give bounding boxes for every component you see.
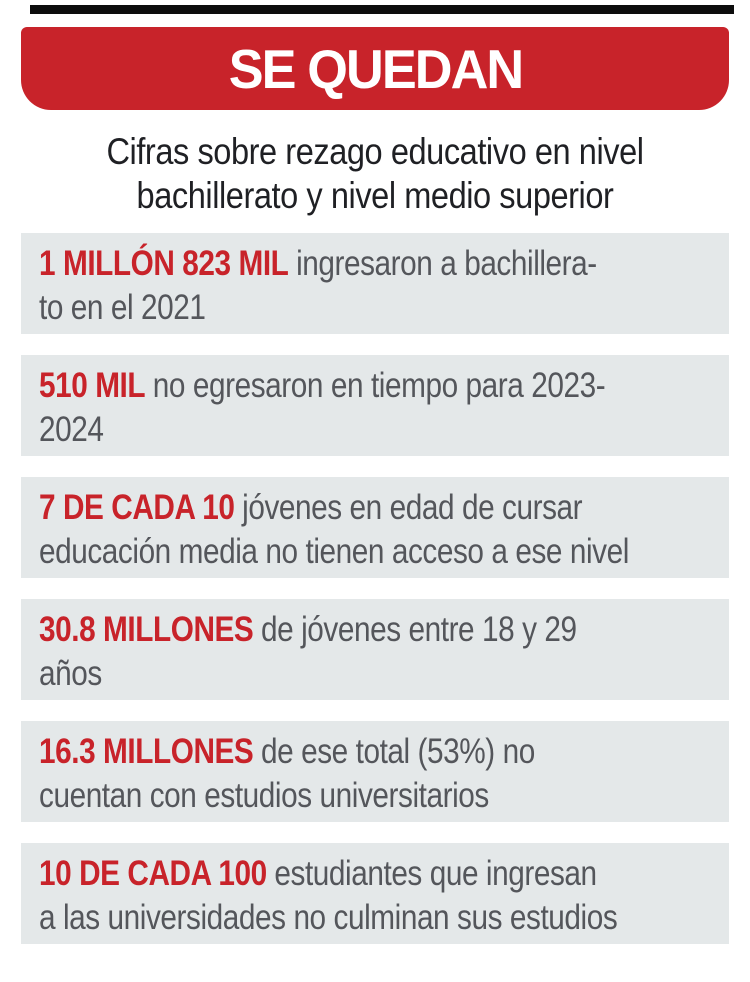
stat-line1-rest: ingresaron a bachillera- <box>296 244 597 283</box>
stat-highlight: 7 DE CADA 10 <box>39 488 235 527</box>
stat-text: 10 DE CADA 100 estudiantes que ingresan a… <box>39 852 618 940</box>
stat-line2: 2024 <box>39 410 104 449</box>
stat-row: 1 MILLÓN 823 MIL ingresaron a bachillera-… <box>21 233 729 334</box>
stat-line2: años <box>39 654 102 693</box>
subtitle-line-1: Cifras sobre rezago educativo en nivel <box>106 131 644 172</box>
stat-text: 16.3 MILLONES de ese total (53%) no cuent… <box>39 730 610 818</box>
title-banner: SE QUEDAN <box>21 27 729 110</box>
stat-text: 1 MILLÓN 823 MIL ingresaron a bachillera-… <box>39 242 610 330</box>
stat-highlight: 510 MIL <box>39 366 146 405</box>
stat-line1-rest: de ese total (53%) no <box>260 732 535 771</box>
stat-highlight: 16.3 MILLONES <box>39 732 254 771</box>
stats-list: 1 MILLÓN 823 MIL ingresaron a bachillera-… <box>21 233 729 965</box>
stat-line1-rest: estudiantes que ingresan <box>274 854 597 893</box>
stat-line1-rest: jóvenes en edad de cursar <box>242 488 583 527</box>
stat-row: 30.8 MILLONES de jóvenes entre 18 y 29 añ… <box>21 599 729 700</box>
stat-line1-rest: de jóvenes entre 18 y 29 <box>260 610 577 649</box>
subtitle: Cifras sobre rezago educativo en nivel b… <box>45 130 705 218</box>
stat-highlight: 10 DE CADA 100 <box>39 854 267 893</box>
stat-line1-rest: no egresaron en tiempo para 2023- <box>152 366 606 405</box>
stat-line2: to en el 2021 <box>39 288 206 327</box>
stat-text: 30.8 MILLONES de jóvenes entre 18 y 29 añ… <box>39 608 610 696</box>
stat-line2: educación media no tienen acceso a ese n… <box>39 532 629 571</box>
stat-highlight: 30.8 MILLONES <box>39 610 254 649</box>
stat-row: 10 DE CADA 100 estudiantes que ingresan a… <box>21 843 729 944</box>
stat-highlight: 1 MILLÓN 823 MIL <box>39 244 289 283</box>
stat-line2: cuentan con estudios universitarios <box>39 776 489 815</box>
page-title: SE QUEDAN <box>228 37 523 100</box>
stat-text: 510 MIL no egresaron en tiempo para 2023-… <box>39 364 610 452</box>
stat-line2: a las universidades no culminan sus estu… <box>39 898 618 937</box>
stat-row: 16.3 MILLONES de ese total (53%) no cuent… <box>21 721 729 822</box>
subtitle-line-2: bachillerato y nivel medio superior <box>136 175 614 216</box>
stat-row: 510 MIL no egresaron en tiempo para 2023-… <box>21 355 729 456</box>
top-divider-bar <box>30 5 734 14</box>
stat-row: 7 DE CADA 10 jóvenes en edad de cursar ed… <box>21 477 729 578</box>
stat-text: 7 DE CADA 10 jóvenes en edad de cursar ed… <box>39 486 629 574</box>
